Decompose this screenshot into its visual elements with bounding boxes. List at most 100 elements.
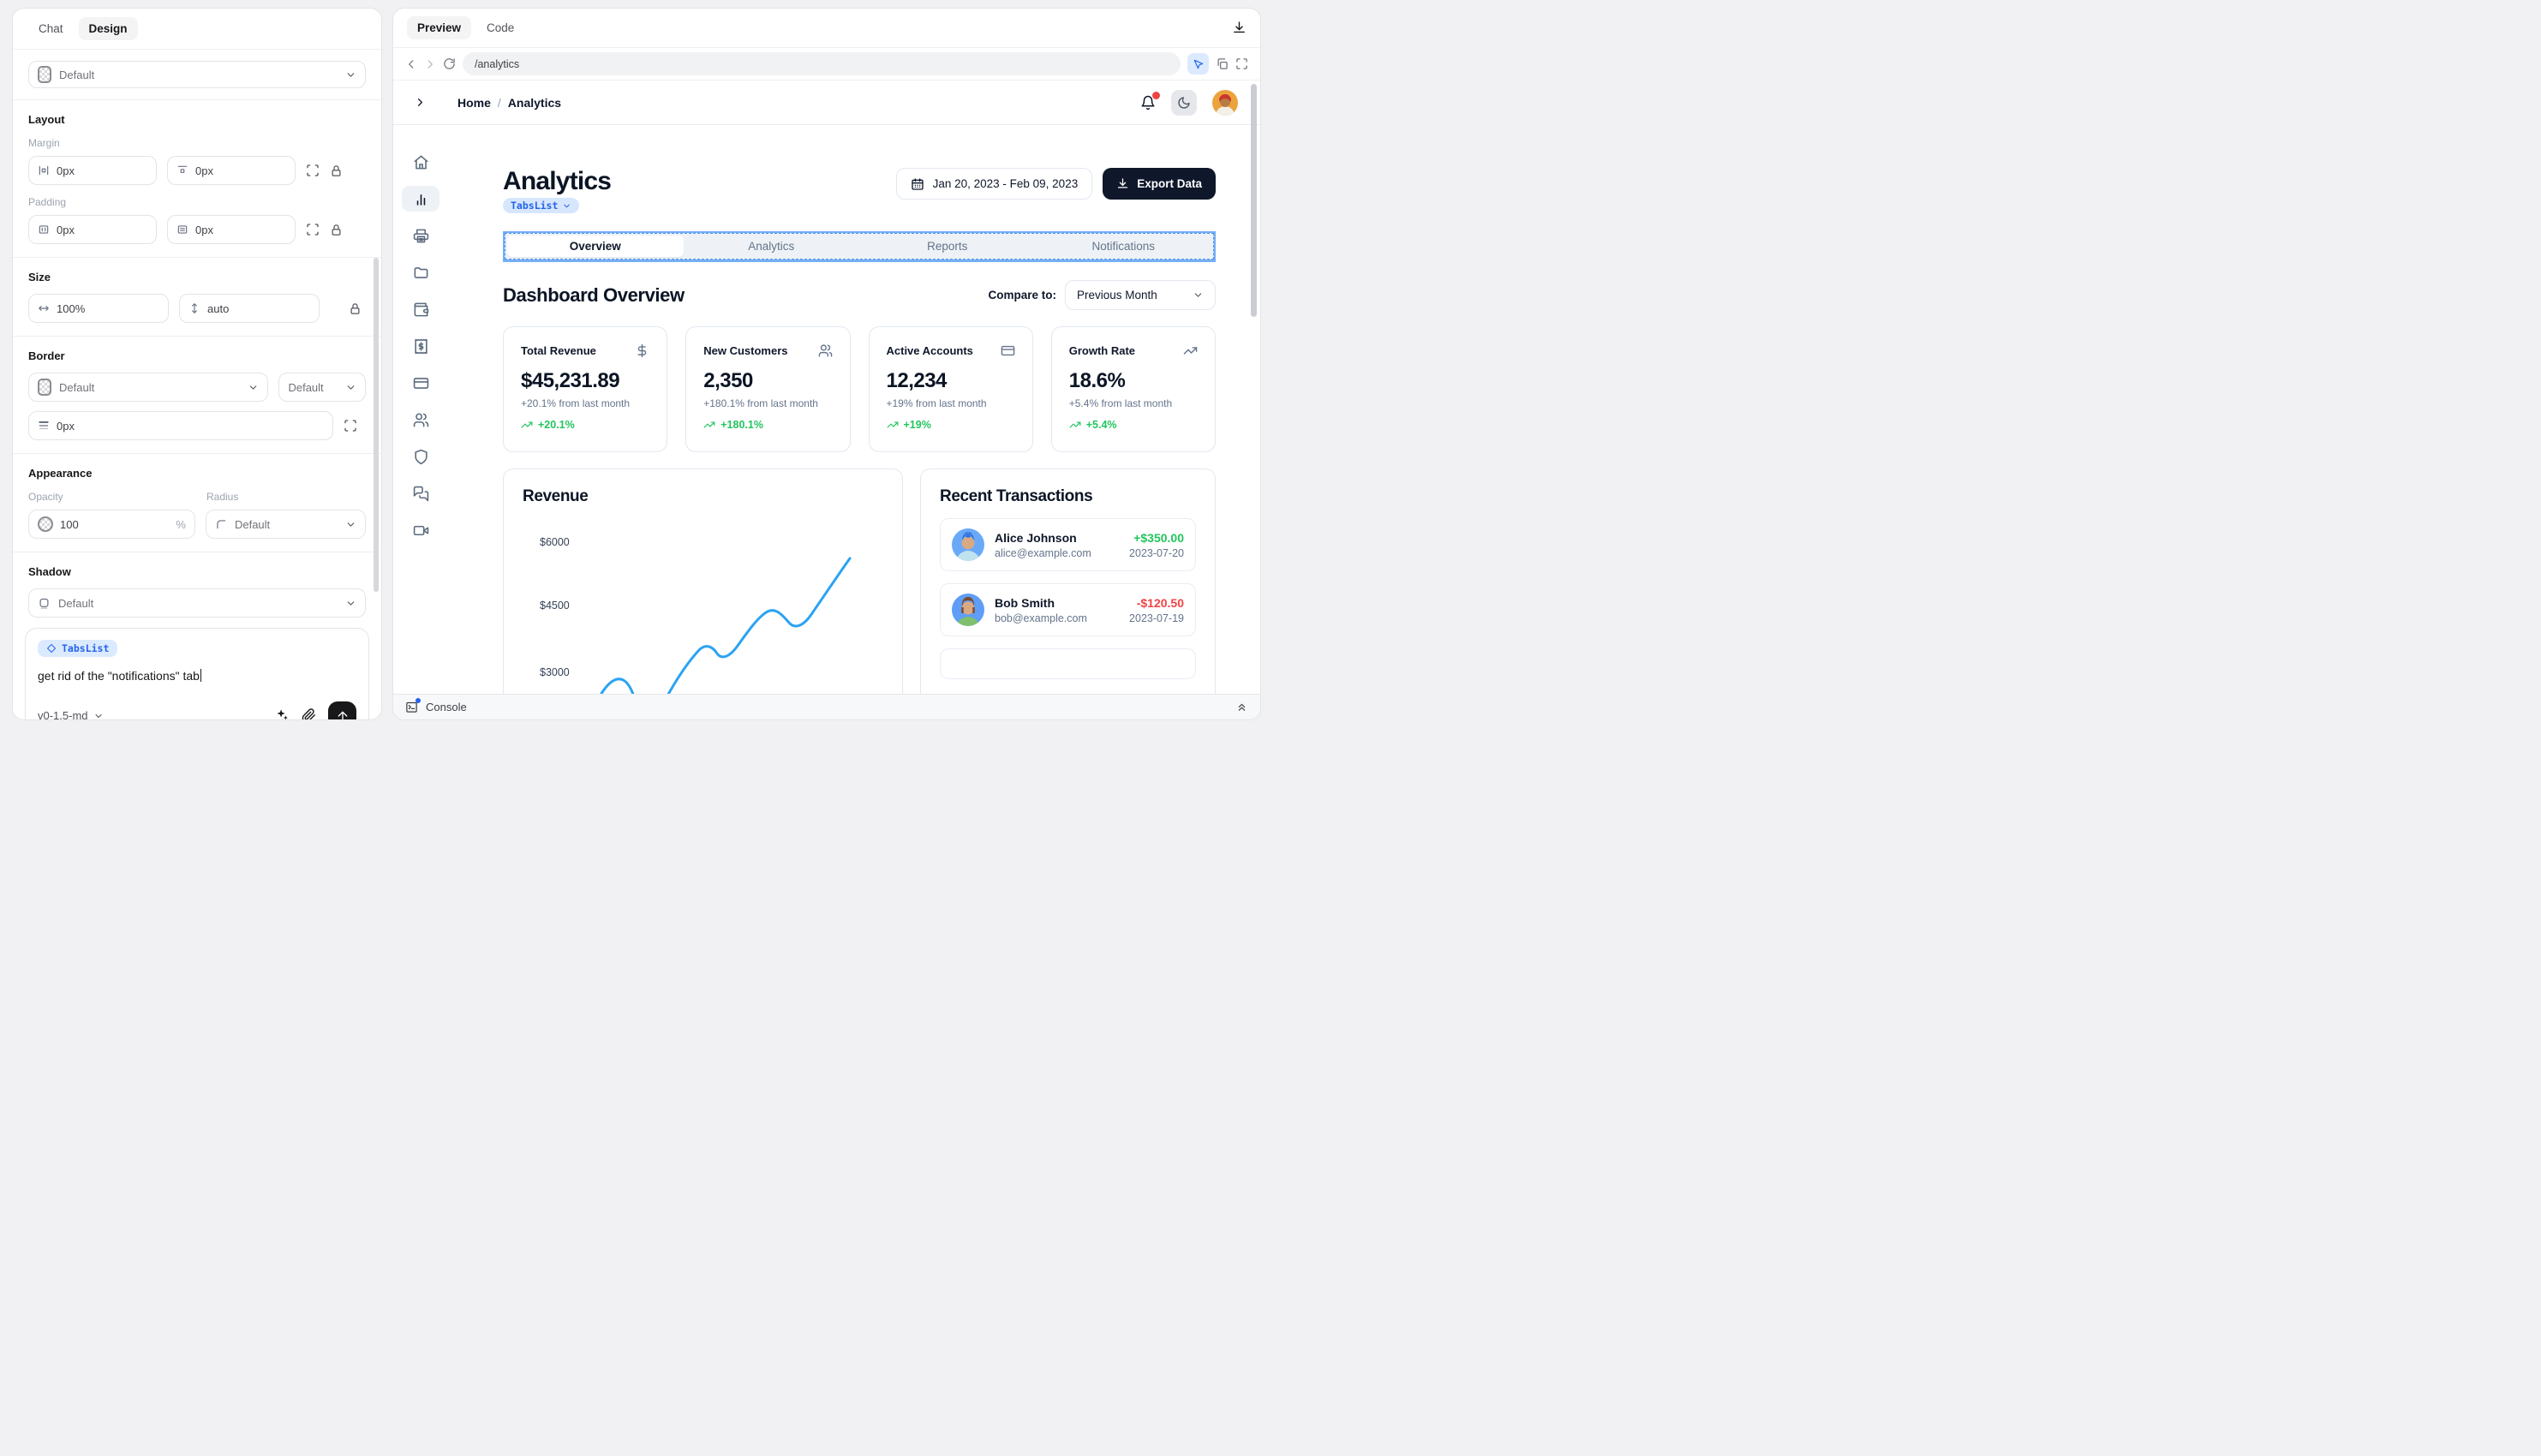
console-bar[interactable]: Console bbox=[393, 694, 1260, 719]
padding-x-input[interactable]: 0px bbox=[28, 215, 157, 244]
forward-icon[interactable] bbox=[424, 58, 436, 70]
margin-y-input[interactable]: 0px bbox=[167, 156, 296, 185]
trending-up-icon bbox=[703, 421, 715, 428]
text-caret bbox=[200, 669, 202, 682]
stat-title: New Customers bbox=[703, 344, 788, 357]
margin-label: Margin bbox=[28, 137, 60, 149]
arrows-vertical-icon bbox=[192, 303, 197, 313]
compare-select[interactable]: Previous Month bbox=[1065, 280, 1216, 310]
receipt-icon[interactable] bbox=[402, 333, 439, 359]
transparent-swatch-icon bbox=[38, 379, 51, 396]
lock-icon[interactable] bbox=[330, 164, 343, 177]
theme-toggle-button[interactable] bbox=[1171, 89, 1197, 116]
messages-icon[interactable] bbox=[402, 480, 439, 506]
expand-sides-icon[interactable] bbox=[344, 419, 357, 433]
transaction-row[interactable]: Alice Johnson alice@example.com +$350.00… bbox=[940, 518, 1196, 571]
notifications-bell-button[interactable] bbox=[1140, 91, 1160, 110]
user-avatar[interactable] bbox=[1212, 89, 1238, 116]
opacity-input[interactable]: 100 % bbox=[28, 510, 195, 539]
width-input[interactable]: 100% bbox=[28, 294, 169, 323]
tabslist-context-chip[interactable]: TabsList bbox=[38, 640, 118, 657]
preview-tabbar: Preview Code bbox=[393, 9, 1260, 48]
stat-subtext: +20.1% from last month bbox=[521, 397, 631, 409]
radius-select[interactable]: Default bbox=[205, 510, 366, 539]
tab-analytics[interactable]: Analytics bbox=[748, 240, 795, 253]
select-element-mode-button[interactable] bbox=[1187, 53, 1209, 75]
rendered-app: Home / Analytics bbox=[393, 81, 1260, 719]
border-color-select[interactable]: Default bbox=[28, 373, 269, 402]
size-section-title: Size bbox=[28, 271, 51, 283]
send-button[interactable] bbox=[328, 701, 356, 719]
padding-y-value: 0px bbox=[195, 223, 213, 236]
download-icon[interactable] bbox=[1232, 21, 1247, 35]
stat-value: 18.6% bbox=[1068, 369, 1126, 392]
chevron-down-icon bbox=[347, 522, 355, 527]
fullscreen-icon[interactable] bbox=[1235, 57, 1248, 70]
chevron-down-icon bbox=[347, 385, 355, 390]
video-icon[interactable] bbox=[402, 517, 439, 543]
border-width-input[interactable]: 0px bbox=[28, 411, 333, 440]
corner-radius-icon bbox=[217, 520, 226, 529]
sparkles-icon[interactable] bbox=[275, 708, 290, 720]
export-data-label: Export Data bbox=[1137, 177, 1202, 190]
model-select[interactable]: v0-1.5-md bbox=[38, 709, 104, 719]
y-tick-4500: $4500 bbox=[540, 600, 570, 612]
date-range-button[interactable]: Jan 20, 2023 - Feb 09, 2023 bbox=[895, 168, 1093, 200]
tab-code[interactable]: Code bbox=[487, 21, 515, 34]
preview-panel: Preview Code /analytics Home / Analytics bbox=[392, 8, 1261, 720]
transaction-date: 2023-07-19 bbox=[1129, 612, 1184, 624]
expand-sides-icon[interactable] bbox=[306, 223, 320, 236]
transaction-row[interactable]: Bob Smith bob@example.com -$120.50 2023-… bbox=[940, 583, 1196, 636]
export-data-button[interactable]: Export Data bbox=[1103, 168, 1216, 200]
credit-card-icon bbox=[1001, 345, 1015, 356]
back-icon[interactable] bbox=[405, 58, 417, 70]
padding-y-input[interactable]: 0px bbox=[167, 215, 296, 244]
folder-icon[interactable] bbox=[402, 260, 439, 285]
bar-chart-icon[interactable] bbox=[402, 186, 439, 212]
console-notification-dot bbox=[416, 698, 421, 703]
preview-scrollbar[interactable] bbox=[1251, 84, 1257, 317]
credit-card-icon[interactable] bbox=[402, 370, 439, 396]
refresh-icon[interactable] bbox=[443, 57, 456, 70]
stat-trend-value: +180.1% bbox=[720, 419, 763, 431]
tabslist-selection-outline: Overview Analytics Reports Notifications bbox=[503, 231, 1216, 262]
shield-icon[interactable] bbox=[402, 444, 439, 469]
breadcrumb-home[interactable]: Home bbox=[457, 95, 491, 110]
prompt-composer[interactable]: TabsList get rid of the "notifications" … bbox=[25, 628, 369, 720]
printer-icon[interactable] bbox=[402, 223, 439, 248]
opacity-value: 100 bbox=[60, 517, 79, 531]
tab-notifications[interactable]: Notifications bbox=[1091, 240, 1156, 253]
tab-design[interactable]: Design bbox=[78, 17, 138, 40]
selection-badge[interactable]: TabsList bbox=[503, 198, 580, 213]
stat-trend-value: +19% bbox=[903, 419, 931, 431]
paperclip-icon[interactable] bbox=[302, 708, 316, 720]
sidebar-expand-icon[interactable] bbox=[414, 96, 427, 109]
style-preset-select[interactable]: Default bbox=[28, 61, 366, 88]
users-icon[interactable] bbox=[402, 407, 439, 433]
radius-label: Radius bbox=[206, 491, 239, 503]
tab-preview[interactable]: Preview bbox=[407, 16, 472, 39]
lock-icon[interactable] bbox=[349, 302, 362, 315]
height-input[interactable]: auto bbox=[179, 294, 320, 323]
tab-chat[interactable]: Chat bbox=[39, 22, 63, 35]
stat-title: Growth Rate bbox=[1068, 344, 1136, 357]
url-input[interactable]: /analytics bbox=[463, 52, 1181, 75]
tab-overview[interactable]: Overview bbox=[507, 236, 684, 257]
prompt-text[interactable]: get rid of the "notifications" tab bbox=[38, 669, 356, 683]
margin-x-input[interactable]: 0px bbox=[28, 156, 157, 185]
copy-icon[interactable] bbox=[1216, 57, 1229, 70]
chevrons-up-icon[interactable] bbox=[1235, 701, 1248, 713]
home-icon[interactable] bbox=[402, 149, 439, 175]
sidebar-scrollbar[interactable] bbox=[374, 258, 379, 592]
stat-trend-value: +5.4% bbox=[1085, 419, 1117, 431]
lock-icon[interactable] bbox=[330, 224, 343, 236]
shadow-section-title: Shadow bbox=[28, 565, 71, 578]
shadow-select[interactable]: Default bbox=[28, 588, 366, 618]
diamond-icon bbox=[47, 644, 56, 653]
tab-reports[interactable]: Reports bbox=[927, 240, 968, 253]
expand-sides-icon[interactable] bbox=[306, 164, 320, 177]
border-style-select[interactable]: Default bbox=[278, 373, 366, 402]
wallet-icon[interactable] bbox=[402, 296, 439, 322]
revenue-line-chart bbox=[587, 557, 852, 719]
transaction-row-partial bbox=[940, 648, 1196, 679]
